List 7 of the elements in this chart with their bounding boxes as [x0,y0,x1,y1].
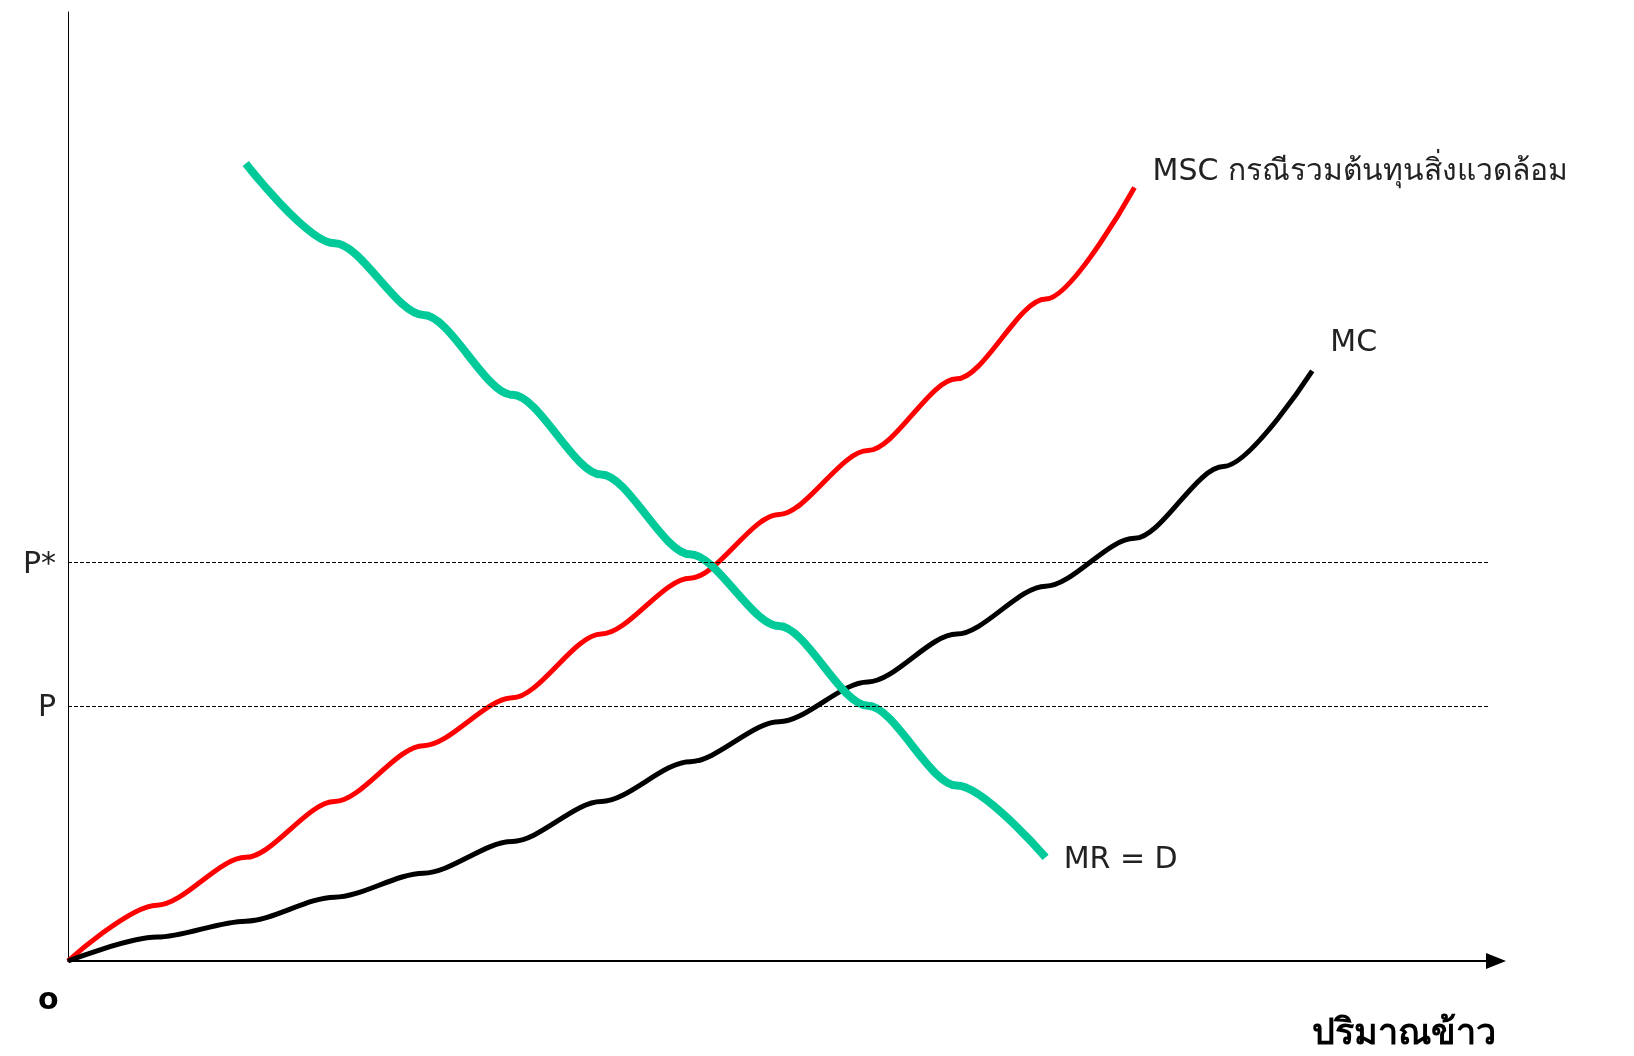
text: o [38,980,59,1016]
series-label: MSC กรณีรวมต้นทุนสิ่งแวดล้อม [1152,148,1568,189]
series-label: MC [1330,323,1378,359]
x-axis-title: ปริมาณข้าว [1312,1010,1496,1052]
ref-line-label: P* [22,544,56,580]
ref-line-label: P [37,688,56,724]
series-label: MR = D [1063,839,1178,875]
